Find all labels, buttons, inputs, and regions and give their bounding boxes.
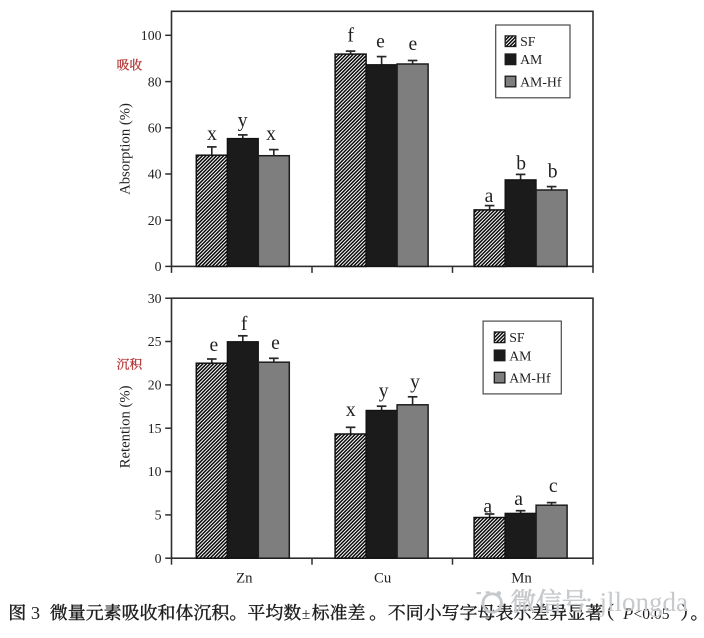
svg-text:a: a [485,186,494,207]
svg-text:e: e [409,34,418,55]
svg-text:b: b [548,161,558,182]
svg-text:10: 10 [148,464,162,479]
svg-text:y: y [379,381,389,402]
svg-text:40: 40 [148,167,162,182]
svg-text:3: 3 [31,603,40,623]
svg-text:Cu: Cu [374,570,392,586]
svg-text:60: 60 [148,121,162,136]
svg-text:0.05: 0.05 [642,606,669,623]
svg-text:SF: SF [520,34,536,49]
svg-text:P: P [622,605,633,623]
svg-text:a: a [483,497,492,518]
svg-text:20: 20 [148,213,162,228]
svg-text:Zn: Zn [236,570,253,586]
svg-text:SF: SF [509,330,525,345]
svg-text:AM: AM [520,52,542,67]
svg-text:AM-Hf: AM-Hf [520,74,562,89]
svg-text:e: e [209,335,218,356]
svg-text:AM-Hf: AM-Hf [509,371,551,386]
svg-text:f: f [347,25,354,46]
svg-text:25: 25 [148,334,162,349]
svg-text:<: < [634,606,643,623]
svg-text:f: f [241,314,248,335]
svg-text:0: 0 [155,259,162,274]
svg-text:80: 80 [148,74,162,89]
svg-text:: jllongda: : jllongda [585,587,688,617]
svg-text:e: e [376,31,385,52]
svg-text:5: 5 [155,508,162,523]
svg-text:Mn: Mn [511,570,532,586]
svg-text:100: 100 [141,28,162,43]
svg-text:e: e [271,333,280,354]
svg-text:20: 20 [148,378,162,393]
svg-text:0: 0 [155,551,162,566]
svg-text:15: 15 [148,421,162,436]
svg-text:30: 30 [148,291,162,306]
svg-text:y: y [410,372,420,393]
svg-text:x: x [207,124,217,145]
svg-text:Retention (%): Retention (%) [117,385,133,468]
svg-text:b: b [516,153,526,174]
svg-text:x: x [346,400,356,421]
svg-text:y: y [238,110,248,131]
svg-text:AM: AM [509,348,531,363]
svg-text:±: ± [302,606,311,623]
svg-text:a: a [514,489,523,510]
svg-text:Absorption (%): Absorption (%) [117,103,133,195]
svg-text:x: x [266,124,276,145]
svg-text:c: c [549,476,558,497]
